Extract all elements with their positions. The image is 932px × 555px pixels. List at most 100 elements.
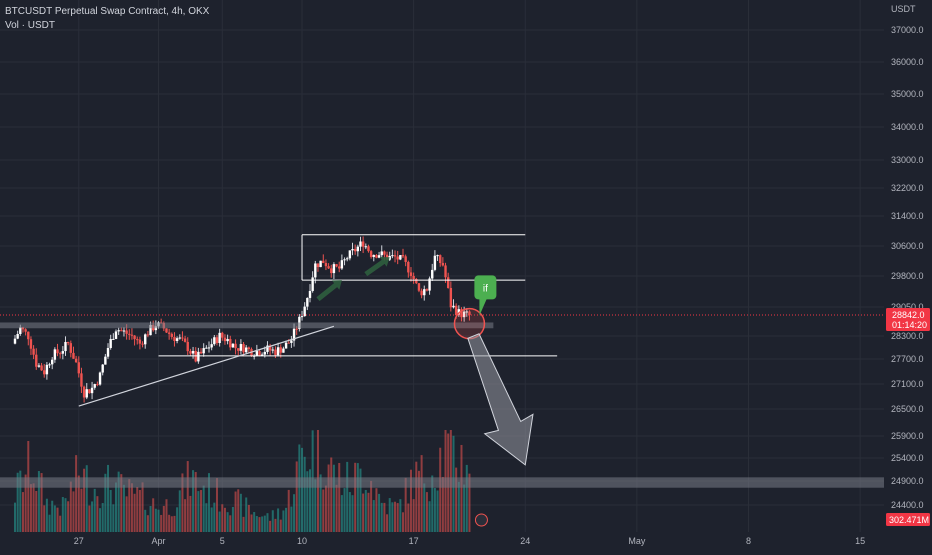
volume-bar xyxy=(146,515,149,532)
volume-bar xyxy=(99,508,102,532)
down-arrow-shape xyxy=(467,333,534,466)
candle-body xyxy=(332,264,336,274)
down-arrow[interactable] xyxy=(449,326,549,474)
volume-bar xyxy=(367,492,370,532)
volume-bar xyxy=(324,485,327,532)
price-tick-label: 25900.0 xyxy=(891,431,924,441)
volume-bar xyxy=(431,475,434,532)
volume-bar xyxy=(266,513,269,532)
volume-bar xyxy=(226,512,229,532)
volume-bar xyxy=(75,455,78,532)
price-axis[interactable]: USDT 37000.0 36000.0 35000.0 34000.0 33000.0 3… xyxy=(884,0,932,550)
candle-body xyxy=(287,342,290,344)
volume-bar xyxy=(351,495,354,532)
volume-bar xyxy=(120,474,123,532)
volume-bar xyxy=(425,492,428,532)
volume-bar xyxy=(234,491,237,532)
candle-body xyxy=(61,351,65,354)
volume-bar xyxy=(112,504,115,532)
candle-body xyxy=(311,277,314,291)
volume-bar xyxy=(364,489,367,532)
candle-body xyxy=(465,311,468,313)
volume-bar xyxy=(173,515,176,532)
price-tick-label: 27700.0 xyxy=(891,354,924,364)
candle-body xyxy=(82,386,86,398)
candle-body xyxy=(375,255,378,258)
volume-bar xyxy=(261,516,264,532)
candle-body xyxy=(144,334,147,345)
volume-bar xyxy=(301,447,304,532)
candle-body xyxy=(202,348,205,354)
candle-body xyxy=(141,343,144,345)
up-arrow[interactable] xyxy=(362,252,393,279)
rising-trendline[interactable] xyxy=(78,325,335,407)
volume-bar xyxy=(391,502,394,532)
candle-body xyxy=(109,338,112,348)
volume-bar xyxy=(378,493,381,532)
last-price-tag[interactable] xyxy=(886,308,930,332)
volume-bar xyxy=(170,516,173,532)
volume-bar xyxy=(16,472,19,532)
candle-body xyxy=(133,335,136,340)
candle-body xyxy=(348,250,352,259)
support-zone[interactable] xyxy=(0,322,494,329)
candle-body xyxy=(258,351,261,356)
volume-bar xyxy=(43,505,46,532)
volume-bar xyxy=(239,493,242,532)
price-tick-label: 34000.0 xyxy=(891,122,924,132)
candle-body xyxy=(431,269,434,279)
volume-bar xyxy=(417,470,420,532)
time-tick-label: Apr xyxy=(152,536,166,546)
price-tick-label: 26500.0 xyxy=(891,404,924,414)
volume-tag[interactable] xyxy=(886,513,930,526)
candle-body xyxy=(117,330,120,332)
volume-zone[interactable] xyxy=(0,477,892,488)
candle-body xyxy=(120,330,123,332)
candle-body xyxy=(24,329,27,332)
flash-icon[interactable] xyxy=(474,513,488,527)
volume-bar xyxy=(162,505,165,532)
candle-body xyxy=(226,338,229,342)
volume-bar xyxy=(213,502,216,532)
candle-body xyxy=(380,251,383,256)
volume-bar xyxy=(412,499,415,532)
candle-body xyxy=(183,338,187,342)
candle-body xyxy=(48,364,51,366)
volume-bar xyxy=(332,464,335,532)
candle-body xyxy=(96,384,99,386)
candle-body xyxy=(199,351,203,354)
candle-body xyxy=(114,331,118,339)
volume-bar xyxy=(168,514,171,532)
volume-bar xyxy=(85,465,88,532)
candle-body xyxy=(130,334,134,336)
candle-body xyxy=(122,330,126,332)
candle-body xyxy=(279,347,282,353)
if-callout[interactable]: if xyxy=(474,275,497,316)
price-tick-label: 36000.0 xyxy=(891,57,924,67)
volume-bar xyxy=(29,484,32,532)
candle-body xyxy=(468,311,471,316)
candle-body xyxy=(106,347,110,357)
volume-bar xyxy=(274,518,277,532)
candle-body xyxy=(221,332,224,338)
candle-body xyxy=(37,365,41,367)
candle-body xyxy=(420,290,423,296)
time-axis[interactable]: 27 Apr 5 10 17 24 May 8 15 xyxy=(0,513,884,550)
candle-body xyxy=(205,347,208,349)
candle-body xyxy=(29,339,33,349)
volume-bar xyxy=(130,483,133,532)
candle-body xyxy=(189,351,192,354)
volume-bar xyxy=(229,515,232,532)
volume-bar xyxy=(293,494,296,532)
up-arrow[interactable] xyxy=(314,275,345,303)
candle-body xyxy=(330,268,333,274)
volume-bar xyxy=(269,520,272,532)
candle-body xyxy=(74,358,78,363)
callout-box xyxy=(474,275,497,300)
volume-bar xyxy=(402,512,405,532)
candle-body xyxy=(343,259,346,261)
volume-bar xyxy=(388,498,391,532)
volume-bar xyxy=(298,444,301,532)
